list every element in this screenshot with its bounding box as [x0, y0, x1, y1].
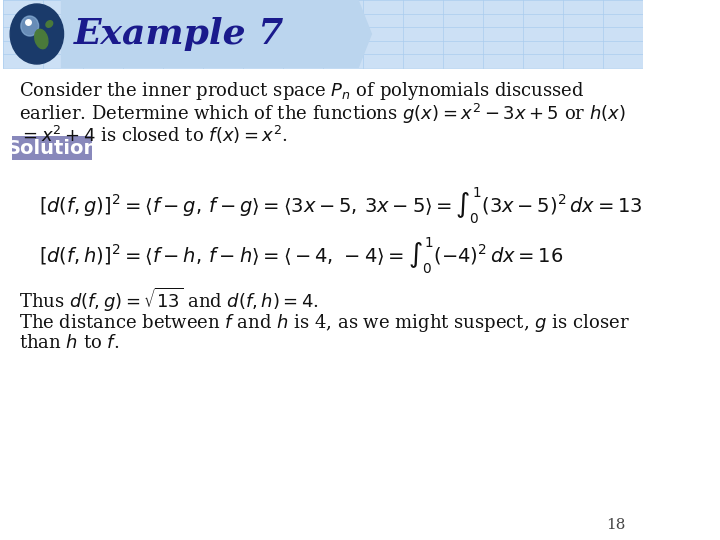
Ellipse shape [35, 29, 48, 49]
Text: earlier. Determine which of the functions $g(x) = x^2 - 3x + 5$ or $h(x)$: earlier. Determine which of the function… [19, 102, 626, 126]
Text: than $h$ to $f$.: than $h$ to $f$. [19, 334, 120, 352]
FancyBboxPatch shape [12, 136, 92, 160]
Text: $= x^2 + 4$ is closed to $f(x) = x^2$.: $= x^2 + 4$ is closed to $f(x) = x^2$. [19, 124, 288, 146]
Circle shape [21, 16, 39, 36]
Text: 18: 18 [606, 518, 626, 532]
FancyBboxPatch shape [3, 0, 643, 68]
Polygon shape [61, 0, 372, 68]
Text: Thus $d(f,g) = \sqrt{13}$ and $d(f,h) = 4$.: Thus $d(f,g) = \sqrt{13}$ and $d(f,h) = … [19, 286, 319, 314]
Ellipse shape [46, 21, 53, 28]
Text: $[d(f,g)]^2 = \langle f-g,\, f-g \rangle = \langle 3x-5,\, 3x-5 \rangle = \int_0: $[d(f,g)]^2 = \langle f-g,\, f-g \rangle… [39, 186, 642, 226]
Text: The distance between $f$ and $h$ is 4, as we might suspect, $g$ is closer: The distance between $f$ and $h$ is 4, a… [19, 312, 630, 334]
Circle shape [10, 4, 63, 64]
Text: Example 7: Example 7 [74, 17, 284, 51]
Text: $[d(f,h)]^2 = \langle f-h,\, f-h \rangle = \langle -4,\, -4 \rangle = \int_0^1 (: $[d(f,h)]^2 = \langle f-h,\, f-h \rangle… [39, 236, 563, 276]
Text: Consider the inner product space $P_n$ of polynomials discussed: Consider the inner product space $P_n$ o… [19, 80, 585, 102]
Text: Solution: Solution [6, 138, 98, 158]
